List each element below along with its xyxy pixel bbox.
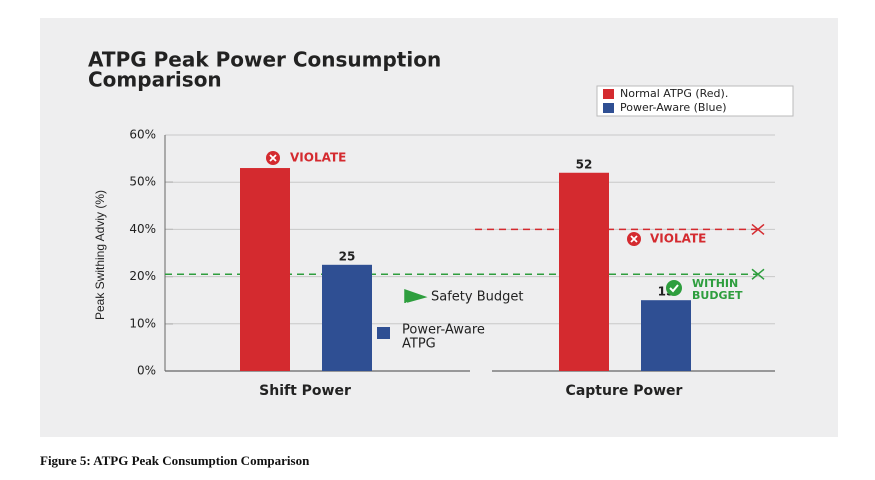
annotation: Power-Aware — [402, 323, 485, 338]
data-label: 52 — [576, 157, 593, 171]
y-tick-label: 10% — [129, 316, 156, 330]
y-tick-label: 40% — [129, 222, 156, 236]
y-axis-label: Peak Swithing Adviy (%) — [93, 190, 107, 320]
y-tick-label: 20% — [129, 269, 156, 283]
annotation: WITHIN — [692, 277, 738, 290]
annotation: Safety Budget — [431, 290, 523, 305]
violate-icon-x — [630, 235, 638, 243]
legend-swatch — [603, 89, 614, 99]
within-icon — [666, 280, 682, 296]
reference-end — [751, 268, 765, 280]
y-tick-label: 60% — [129, 128, 156, 142]
annotation: VIOLATE — [650, 232, 706, 246]
y-tick-label: 0% — [137, 364, 156, 378]
annotation: BUDGET — [692, 289, 743, 302]
power-aware-swatch — [377, 327, 390, 339]
annotation: ATPG — [402, 337, 436, 352]
legend-label: Normal ATPG (Red). — [620, 87, 728, 100]
legend-box — [596, 85, 794, 117]
reference-end — [751, 223, 765, 235]
data-label: 25 — [339, 249, 356, 263]
x-tick-label: Capture Power — [566, 383, 683, 399]
axis-gap — [470, 360, 492, 380]
legend-label: Power-Aware (Blue) — [620, 101, 727, 114]
bar — [322, 264, 372, 371]
caption: Figure 5: ATPG Peak Consumption Comparis… — [40, 453, 310, 468]
chart-title: Comparison — [88, 68, 222, 92]
violate-icon-x — [269, 154, 277, 162]
annotation: VIOLATE — [290, 151, 346, 165]
safety-flag — [404, 288, 428, 303]
chart-title: ATPG Peak Power Consumption — [88, 48, 441, 72]
x-tick-label: Shift Power — [259, 383, 351, 399]
within-icon-check — [669, 284, 679, 293]
bar — [641, 300, 691, 371]
bar — [559, 172, 609, 371]
y-tick-label: 50% — [129, 175, 156, 189]
bar — [240, 168, 290, 371]
legend-swatch — [603, 103, 614, 113]
